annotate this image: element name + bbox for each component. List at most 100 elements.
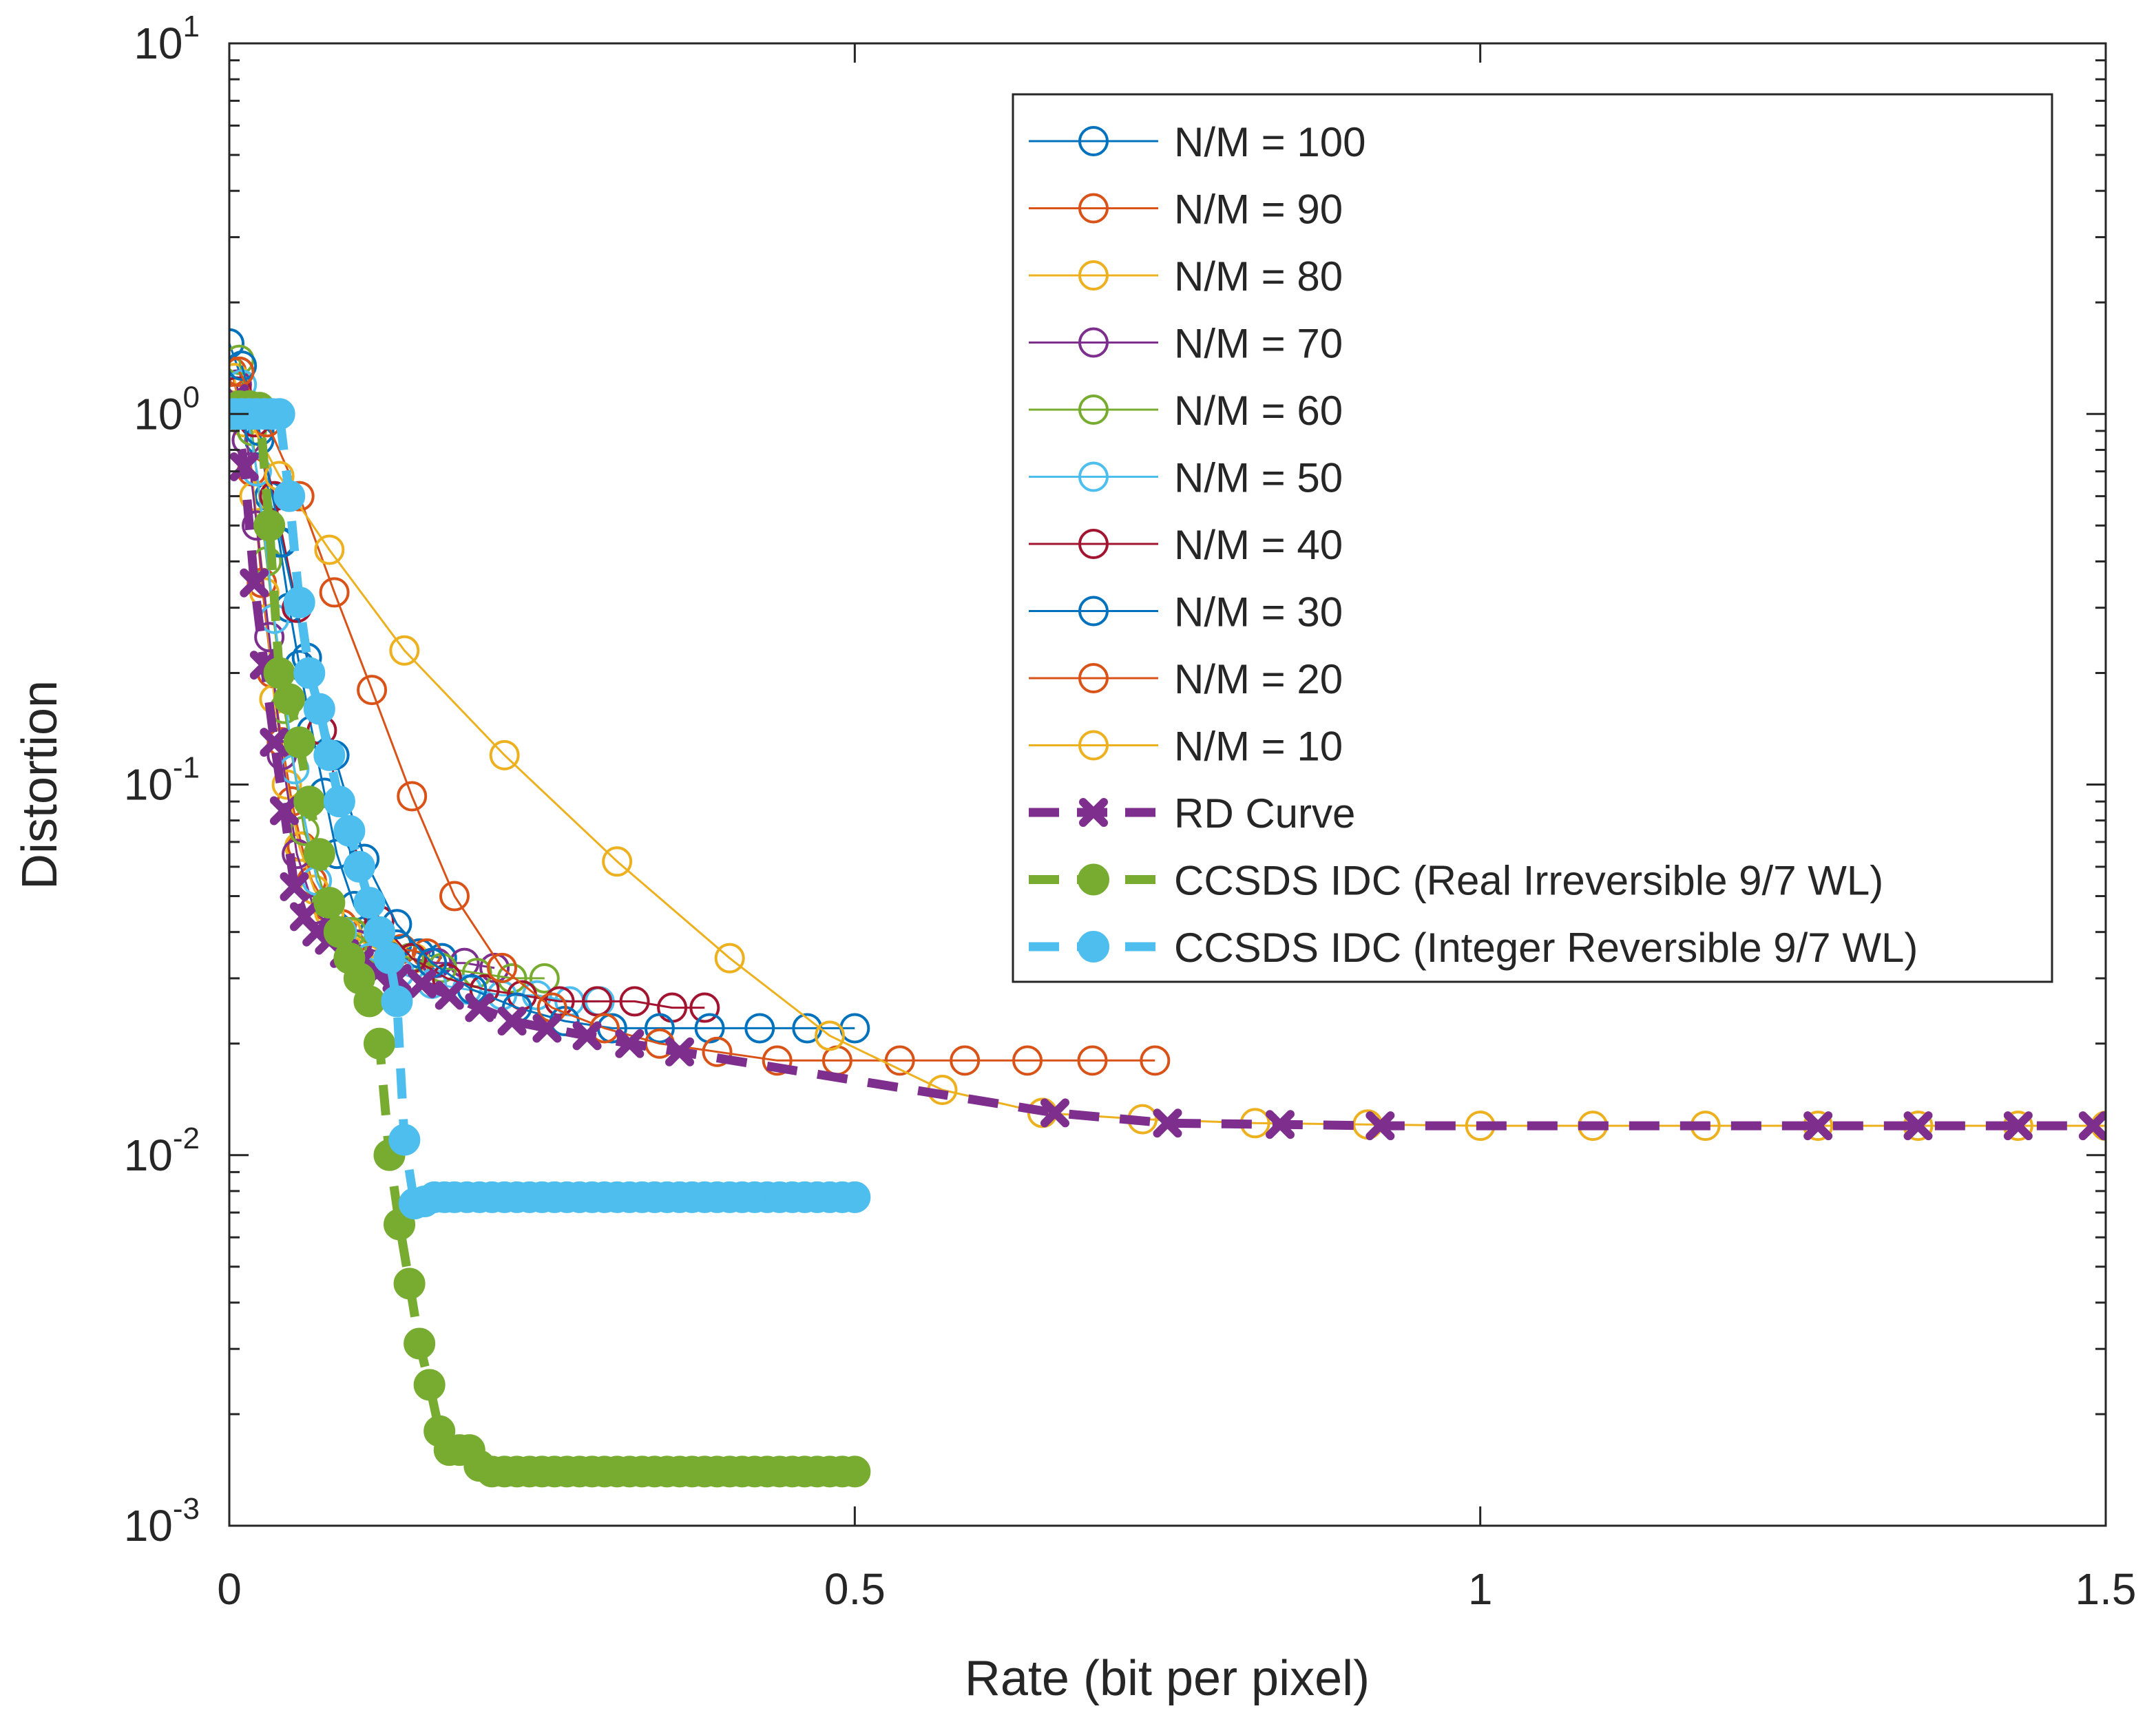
legend-marker	[1078, 730, 1109, 761]
data-point	[839, 1181, 871, 1213]
data-point	[364, 1027, 395, 1060]
data-point	[388, 1124, 421, 1156]
legend-item-5: N/M = 60	[1029, 388, 1343, 434]
data-point	[1903, 1111, 1933, 1141]
data-point	[229, 452, 259, 482]
legend-item-9: N/M = 20	[1029, 656, 1343, 702]
y-tick-label: 100	[134, 380, 200, 439]
legend-label: N/M = 30	[1174, 589, 1343, 635]
legend-marker	[1078, 193, 1109, 224]
data-point	[407, 969, 437, 998]
data-point	[269, 796, 299, 826]
data-point	[532, 1013, 562, 1043]
legend-item-4: N/M = 70	[1029, 321, 1343, 367]
legend-item-12: CCSDS IDC (Real Irreversible 9/7 WL)	[1029, 858, 1883, 904]
series-line	[238, 371, 1155, 1062]
data-point	[389, 635, 420, 666]
data-point	[1077, 1045, 1108, 1076]
data-point	[950, 1045, 981, 1076]
legend-item-10: N/M = 10	[1029, 724, 1343, 770]
legend-marker	[1078, 461, 1109, 492]
legend-marker	[1079, 798, 1108, 827]
data-point	[273, 480, 306, 512]
legend-item-1: N/M = 100	[1029, 119, 1365, 165]
x-axis-label: Rate (bit per pixel)	[965, 1651, 1370, 1706]
legend-marker	[1078, 529, 1109, 559]
legend-marker	[1078, 663, 1109, 693]
x-tick-label: 1	[1468, 1564, 1493, 1614]
legend-label: CCSDS IDC (Integer Reversible 9/7 WL)	[1174, 925, 1918, 971]
legend-marker	[1078, 260, 1109, 291]
data-point	[283, 587, 315, 619]
data-point	[572, 1021, 602, 1051]
data-point	[373, 942, 406, 974]
data-point	[413, 1369, 446, 1401]
data-point	[229, 350, 258, 381]
data-point	[665, 1037, 694, 1066]
data-point	[273, 683, 306, 715]
data-point	[529, 963, 560, 994]
legend-item-8: N/M = 30	[1029, 589, 1343, 635]
series-line	[240, 365, 855, 1029]
data-point	[293, 786, 326, 818]
data-point	[2078, 1111, 2106, 1141]
data-point	[333, 814, 366, 847]
data-point	[253, 509, 286, 542]
data-point	[314, 534, 345, 565]
legend-label: N/M = 20	[1174, 656, 1343, 702]
y-tick-exponent: 1	[183, 10, 200, 43]
x-tick-label: 1.5	[2075, 1564, 2137, 1614]
data-point	[496, 963, 527, 994]
legend-label: N/M = 60	[1174, 388, 1343, 434]
y-tick-exponent: -3	[173, 1492, 200, 1526]
data-point	[1803, 1111, 1833, 1141]
data-point	[240, 568, 269, 598]
data-point	[702, 1036, 733, 1067]
data-point	[229, 328, 244, 359]
series-line	[229, 398, 2093, 1131]
y-tick-label: 10-1	[124, 751, 200, 810]
data-point	[254, 622, 285, 653]
data-point	[1266, 1110, 1295, 1139]
data-point	[303, 693, 335, 725]
legend-label: N/M = 40	[1174, 522, 1343, 568]
data-point	[1140, 1045, 1171, 1076]
legend-item-2: N/M = 90	[1029, 187, 1343, 233]
data-point	[839, 1455, 871, 1488]
data-point	[487, 952, 518, 983]
legend-item-3: N/M = 80	[1029, 253, 1343, 299]
data-point	[884, 1045, 915, 1076]
x-tick-label: 0	[217, 1564, 242, 1614]
data-point	[439, 881, 470, 912]
data-point	[280, 872, 309, 901]
legend-item-6: N/M = 50	[1029, 455, 1343, 501]
data-point	[313, 739, 346, 771]
data-point	[229, 356, 255, 387]
legend-label: CCSDS IDC (Real Irreversible 9/7 WL)	[1174, 858, 1883, 904]
series-line	[236, 390, 705, 1009]
data-point	[397, 781, 428, 812]
data-point	[283, 726, 315, 759]
legend-item-13: CCSDS IDC (Integer Reversible 9/7 WL)	[1029, 925, 1918, 971]
data-point	[465, 993, 494, 1022]
y-tick-exponent: -2	[173, 1122, 200, 1155]
data-point	[393, 1268, 426, 1300]
data-point	[497, 1007, 527, 1036]
data-point	[615, 1029, 645, 1058]
data-point	[381, 985, 413, 1018]
y-axis-label: Distortion	[12, 680, 67, 890]
data-point	[2003, 1111, 2033, 1141]
data-point	[1153, 1108, 1182, 1138]
data-point	[1040, 1098, 1069, 1128]
legend-label: N/M = 70	[1174, 321, 1343, 367]
x-tick-label: 0.5	[824, 1564, 886, 1614]
data-point	[1012, 1045, 1043, 1076]
data-point	[489, 739, 520, 770]
data-point	[353, 985, 386, 1018]
legend-label: N/M = 100	[1174, 119, 1365, 165]
legend-item-11: RD Curve	[1029, 790, 1355, 837]
data-point	[694, 1013, 725, 1044]
data-point	[353, 887, 386, 919]
